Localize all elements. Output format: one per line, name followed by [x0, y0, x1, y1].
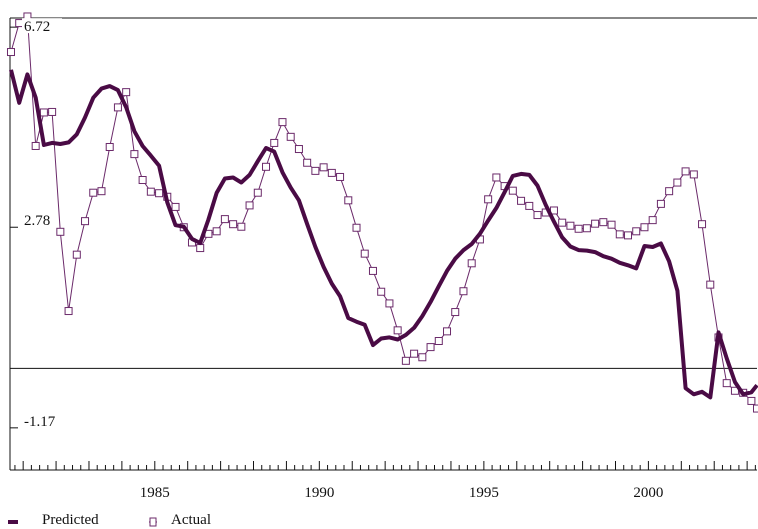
actual-point — [278, 118, 287, 127]
x-tick-label: 1995 — [469, 485, 499, 501]
series-predicted-line — [9, 69, 758, 400]
actual-point — [747, 396, 756, 405]
actual-point — [607, 220, 616, 229]
actual-point — [229, 220, 238, 229]
actual-point — [212, 227, 221, 236]
chart-marks — [6, 12, 758, 413]
actual-point — [56, 227, 65, 236]
actual-point — [344, 196, 353, 205]
actual-point — [624, 231, 633, 240]
actual-point — [673, 178, 682, 187]
actual-point — [327, 168, 336, 177]
x-tick-label: 1990 — [304, 485, 334, 501]
actual-point — [130, 150, 139, 159]
y-tick-label: -1.17 — [24, 414, 56, 430]
actual-point — [525, 201, 534, 210]
actual-point — [574, 224, 583, 233]
actual-point — [97, 187, 106, 196]
actual-point — [632, 227, 641, 236]
actual-point — [459, 287, 468, 296]
actual-point — [6, 48, 15, 57]
tick-labels: 1985 1990 1995 2000 6.72 2.78 -1.17 — [22, 18, 663, 501]
legend-predicted-swatch — [8, 520, 18, 524]
actual-point — [262, 162, 271, 171]
actual-point — [122, 88, 131, 97]
actual-point — [48, 107, 57, 116]
actual-point — [294, 145, 303, 154]
actual-point — [648, 216, 657, 225]
actual-point — [368, 266, 377, 275]
actual-point — [138, 176, 147, 185]
actual-point — [418, 353, 427, 362]
actual-point — [352, 223, 361, 232]
actual-point — [689, 170, 698, 179]
actual-point — [665, 187, 674, 196]
x-tick-label: 1985 — [140, 485, 170, 501]
actual-point — [15, 19, 24, 28]
actual-point — [681, 167, 690, 176]
actual-point — [443, 327, 452, 336]
actual-point — [105, 142, 114, 151]
actual-point — [426, 343, 435, 352]
actual-point — [64, 307, 73, 316]
actual-point — [434, 337, 443, 346]
y-tick-label: 2.78 — [24, 213, 50, 229]
actual-point — [591, 219, 600, 228]
actual-point — [484, 195, 493, 204]
actual-point — [155, 189, 164, 198]
actual-point — [171, 202, 180, 211]
actual-point — [31, 141, 40, 150]
actual-point — [566, 221, 575, 230]
actual-point — [656, 199, 665, 208]
actual-point — [393, 326, 402, 335]
actual-point — [599, 218, 608, 227]
axes — [9, 17, 757, 471]
actual-point — [753, 404, 758, 413]
actual-point — [89, 188, 98, 197]
actual-point — [492, 173, 501, 182]
actual-point — [311, 166, 320, 175]
x-tick-label: 2000 — [633, 485, 663, 501]
legend-predicted-label: Predicted — [42, 512, 99, 528]
actual-point — [319, 163, 328, 172]
series-actual-line — [10, 15, 758, 409]
actual-point — [558, 218, 567, 227]
actual-point — [81, 217, 90, 226]
actual-point — [146, 187, 155, 196]
actual-point — [196, 244, 205, 253]
y-tick-label-bg — [22, 18, 62, 34]
y-tick-label: 6.72 — [24, 19, 50, 35]
actual-point — [698, 220, 707, 229]
actual-point — [303, 158, 312, 167]
actual-point — [401, 356, 410, 365]
actual-point — [615, 230, 624, 239]
actual-point — [410, 349, 419, 358]
actual-point — [377, 287, 386, 296]
actual-point — [508, 186, 517, 195]
actual-point — [533, 211, 542, 220]
actual-point — [640, 223, 649, 232]
actual-point — [451, 308, 460, 317]
legend-actual-label: Actual — [171, 512, 211, 528]
legend-actual-swatch — [149, 517, 157, 527]
actual-point — [245, 201, 254, 210]
actual-point — [39, 108, 48, 117]
actual-point — [360, 249, 369, 258]
actual-point — [72, 250, 81, 259]
actual-point — [253, 188, 262, 197]
legend: Predicted Actual — [8, 512, 211, 528]
actual-point — [286, 132, 295, 141]
actual-point — [113, 103, 122, 112]
actual-point — [385, 299, 394, 308]
actual-point — [237, 222, 246, 231]
actual-point — [270, 138, 279, 147]
actual-point — [517, 196, 526, 205]
actual-point — [336, 172, 345, 181]
actual-point — [467, 259, 476, 268]
actual-point — [582, 224, 591, 233]
actual-point — [706, 280, 715, 289]
actual-point — [722, 379, 731, 388]
actual-point — [220, 215, 229, 224]
